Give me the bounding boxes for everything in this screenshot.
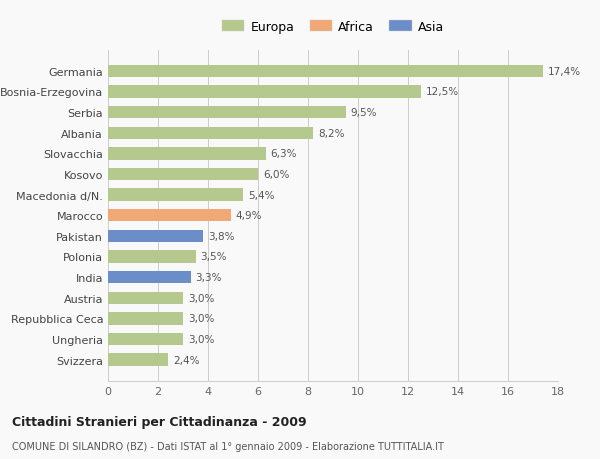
- Text: 4,9%: 4,9%: [235, 211, 262, 221]
- Text: 3,5%: 3,5%: [200, 252, 227, 262]
- Text: 6,0%: 6,0%: [263, 169, 289, 179]
- Text: 17,4%: 17,4%: [548, 67, 581, 77]
- Bar: [108, 66, 543, 78]
- Bar: [108, 127, 313, 140]
- Text: 6,3%: 6,3%: [271, 149, 297, 159]
- Bar: [108, 168, 258, 181]
- Text: 8,2%: 8,2%: [318, 129, 344, 139]
- Text: 2,4%: 2,4%: [173, 355, 199, 365]
- Bar: [108, 230, 203, 242]
- Text: COMUNE DI SILANDRO (BZ) - Dati ISTAT al 1° gennaio 2009 - Elaborazione TUTTITALI: COMUNE DI SILANDRO (BZ) - Dati ISTAT al …: [12, 441, 444, 451]
- Bar: [108, 353, 168, 366]
- Text: 3,0%: 3,0%: [188, 293, 214, 303]
- Bar: [108, 86, 421, 98]
- Bar: [108, 333, 183, 345]
- Text: 5,4%: 5,4%: [248, 190, 275, 200]
- Bar: [108, 271, 191, 284]
- Text: 12,5%: 12,5%: [425, 87, 458, 97]
- Bar: [108, 313, 183, 325]
- Bar: [108, 210, 230, 222]
- Bar: [108, 251, 196, 263]
- Text: 3,8%: 3,8%: [208, 231, 235, 241]
- Legend: Europa, Africa, Asia: Europa, Africa, Asia: [218, 17, 448, 38]
- Text: 3,3%: 3,3%: [196, 273, 222, 282]
- Bar: [108, 148, 265, 160]
- Text: 3,0%: 3,0%: [188, 313, 214, 324]
- Text: 3,0%: 3,0%: [188, 334, 214, 344]
- Bar: [108, 292, 183, 304]
- Text: 9,5%: 9,5%: [350, 108, 377, 118]
- Text: Cittadini Stranieri per Cittadinanza - 2009: Cittadini Stranieri per Cittadinanza - 2…: [12, 415, 307, 428]
- Bar: [108, 189, 243, 202]
- Bar: [108, 106, 346, 119]
